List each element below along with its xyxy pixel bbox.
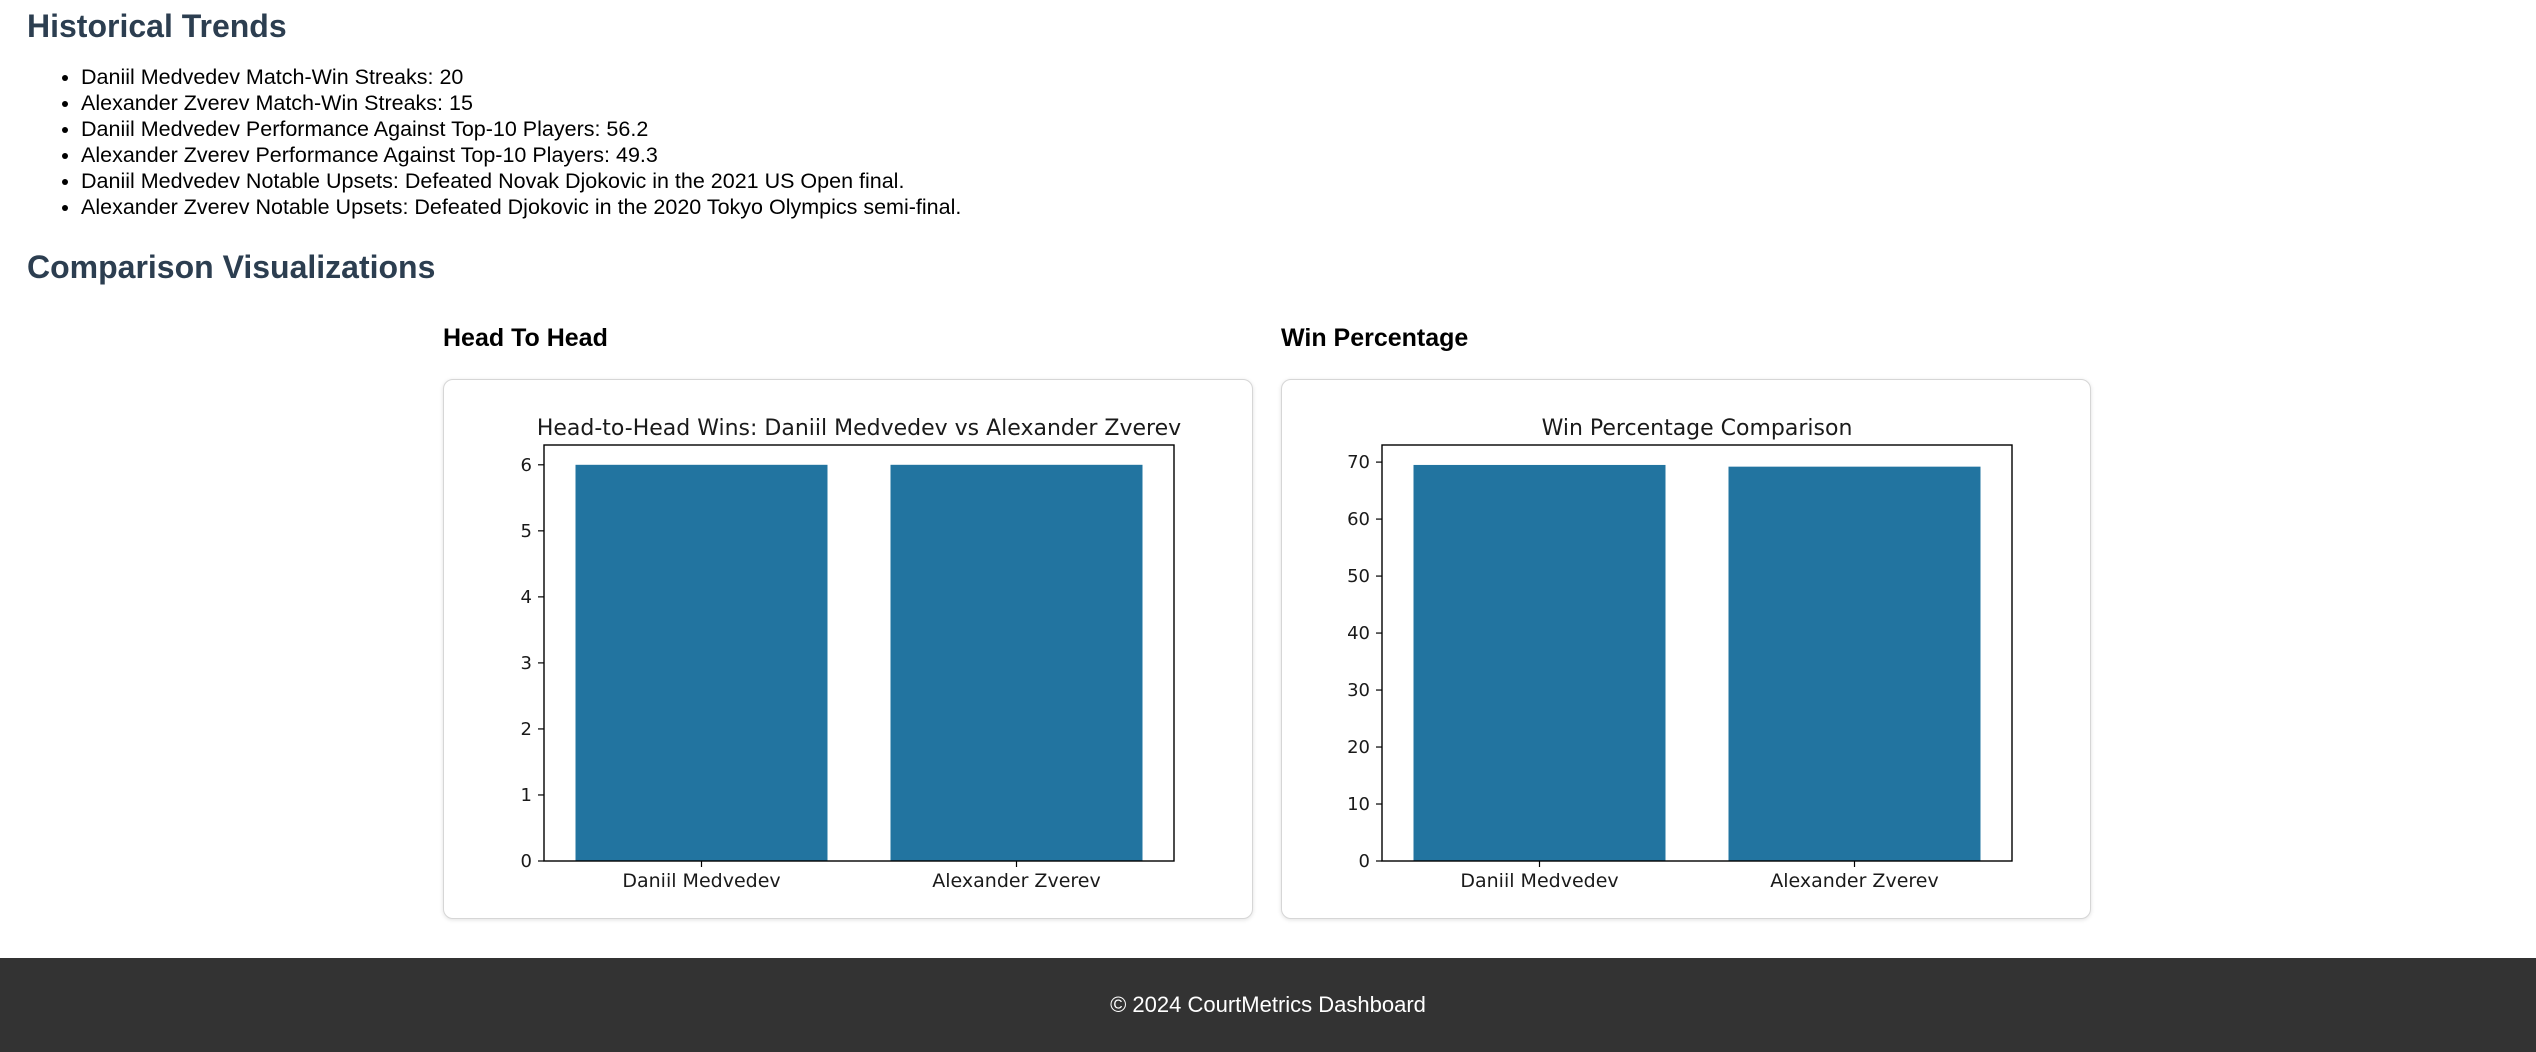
y-tick-label: 30 bbox=[1347, 680, 1370, 701]
y-tick-label: 3 bbox=[521, 653, 532, 674]
trend-item: Alexander Zverev Match-Win Streaks: 15 bbox=[81, 90, 961, 116]
historical-trends-title: Historical Trends bbox=[27, 8, 287, 44]
y-tick-label: 4 bbox=[521, 587, 532, 608]
y-tick-label: 1 bbox=[521, 785, 532, 806]
trend-item: Daniil Medvedev Match-Win Streaks: 20 bbox=[81, 64, 961, 90]
bar bbox=[1413, 464, 1666, 861]
y-tick-label: 70 bbox=[1347, 452, 1370, 473]
x-tick-label: Daniil Medvedev bbox=[1460, 870, 1618, 892]
y-tick-label: 40 bbox=[1347, 623, 1370, 644]
historical-trends-list: Daniil Medvedev Match-Win Streaks: 20 Al… bbox=[27, 64, 961, 220]
head-to-head-chart: Head-to-Head Wins: Daniil Medvedev vs Al… bbox=[521, 416, 1182, 892]
chart-title: Win Percentage Comparison bbox=[1542, 416, 1853, 441]
head-to-head-chart-card: Head-to-Head Wins: Daniil Medvedev vs Al… bbox=[443, 379, 1253, 919]
plot-frame bbox=[1381, 444, 2013, 862]
win-percentage-heading: Win Percentage bbox=[1281, 324, 1469, 352]
y-tick-label: 10 bbox=[1347, 794, 1370, 815]
y-tick-label: 5 bbox=[521, 521, 532, 542]
y-tick-label: 50 bbox=[1347, 566, 1370, 587]
x-tick-label: Alexander Zverev bbox=[1770, 870, 1938, 892]
y-tick-label: 6 bbox=[521, 455, 532, 476]
y-tick-label: 0 bbox=[1359, 851, 1370, 872]
footer-copyright: © 2024 CourtMetrics Dashboard bbox=[1110, 992, 1426, 1017]
x-tick-label: Daniil Medvedev bbox=[622, 870, 780, 892]
y-tick-label: 60 bbox=[1347, 509, 1370, 530]
y-tick-label: 2 bbox=[521, 719, 532, 740]
y-tick-label: 0 bbox=[521, 851, 532, 872]
trend-item: Alexander Zverev Notable Upsets: Defeate… bbox=[81, 194, 961, 220]
x-tick-label: Alexander Zverev bbox=[932, 870, 1100, 892]
comparison-visualizations-title: Comparison Visualizations bbox=[27, 249, 436, 285]
trend-item: Daniil Medvedev Notable Upsets: Defeated… bbox=[81, 168, 961, 194]
bar bbox=[575, 464, 828, 861]
chart-title: Head-to-Head Wins: Daniil Medvedev vs Al… bbox=[537, 416, 1181, 441]
footer: © 2024 CourtMetrics Dashboard bbox=[0, 958, 2536, 1052]
bar bbox=[890, 464, 1143, 861]
head-to-head-heading: Head To Head bbox=[443, 324, 608, 352]
bar bbox=[1728, 466, 1981, 861]
trend-item: Alexander Zverev Performance Against Top… bbox=[81, 142, 961, 168]
win-percentage-chart-card: Win Percentage Comparison Daniil Medvedev… bbox=[1281, 379, 2091, 919]
plot-frame bbox=[543, 444, 1175, 862]
trend-item: Daniil Medvedev Performance Against Top-… bbox=[81, 116, 961, 142]
win-percentage-chart: Win Percentage Comparison Daniil Medvedev… bbox=[1347, 416, 2013, 892]
y-tick-label: 20 bbox=[1347, 737, 1370, 758]
